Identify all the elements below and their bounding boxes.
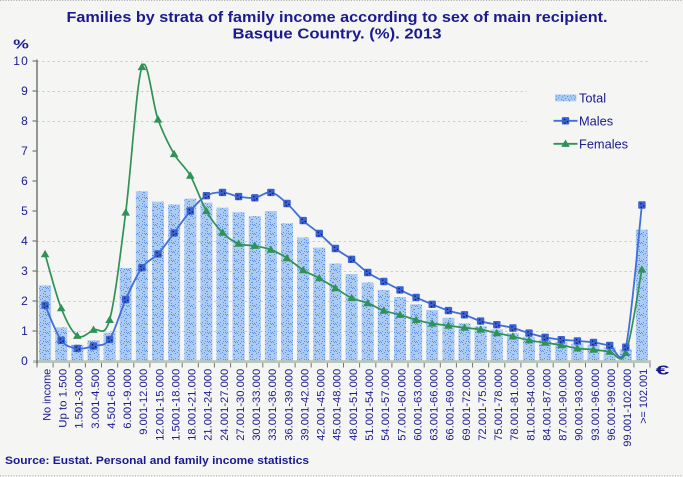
svg-text:>= 102.001: >= 102.001 xyxy=(638,369,650,424)
svg-text:4: 4 xyxy=(21,234,29,248)
svg-text:9: 9 xyxy=(21,84,29,98)
svg-text:4.501-6.000: 4.501-6.000 xyxy=(106,369,118,429)
svg-text:7: 7 xyxy=(21,144,29,158)
svg-text:1: 1 xyxy=(21,324,29,338)
svg-text:27.001-30.000: 27.001-30.000 xyxy=(235,369,247,441)
svg-text:21.001-24.000: 21.001-24.000 xyxy=(203,369,215,441)
svg-text:72.001-75.000: 72.001-75.000 xyxy=(477,369,489,441)
svg-text:6.001-9.000: 6.001-9.000 xyxy=(122,369,134,429)
svg-text:39.001-42.000: 39.001-42.000 xyxy=(300,369,312,441)
svg-text:2: 2 xyxy=(21,294,29,308)
svg-text:66.001-69.000: 66.001-69.000 xyxy=(445,369,457,441)
svg-text:78.001-81.000: 78.001-81.000 xyxy=(509,369,521,441)
svg-text:90.001-93.000: 90.001-93.000 xyxy=(574,369,586,441)
svg-text:18.001-21.000: 18.001-21.000 xyxy=(187,369,199,441)
svg-text:1.501-3.000: 1.501-3.000 xyxy=(74,369,86,429)
svg-text:Total: Total xyxy=(579,91,606,106)
svg-text:10: 10 xyxy=(13,54,29,68)
svg-text:3.001-4.500: 3.001-4.500 xyxy=(90,369,102,429)
svg-text:84.001-87.000: 84.001-87.000 xyxy=(541,369,553,441)
svg-text:Basque Country. (%). 2013: Basque Country. (%). 2013 xyxy=(233,27,442,43)
svg-text:Source: Eustat. Personal and f: Source: Eustat. Personal and family inco… xyxy=(5,455,309,467)
svg-text:45.001-48.000: 45.001-48.000 xyxy=(332,369,344,441)
svg-text:Up to 1.500: Up to 1.500 xyxy=(58,369,70,428)
svg-text:Males: Males xyxy=(579,113,613,128)
svg-text:9.001-12.000: 9.001-12.000 xyxy=(138,369,150,435)
svg-text:Females: Females xyxy=(579,136,628,151)
svg-text:%: % xyxy=(13,38,29,52)
svg-text:51.001-54.000: 51.001-54.000 xyxy=(364,369,376,441)
svg-text:93.001-96.000: 93.001-96.000 xyxy=(590,369,602,441)
svg-text:87.001-90.000: 87.001-90.000 xyxy=(558,369,570,441)
svg-text:81.001-84.000: 81.001-84.000 xyxy=(525,369,537,441)
svg-text:48.001-51.000: 48.001-51.000 xyxy=(348,369,360,441)
svg-text:€: € xyxy=(656,363,670,377)
svg-text:60.001-63.000: 60.001-63.000 xyxy=(412,369,424,441)
svg-text:42.001-45.000: 42.001-45.000 xyxy=(316,369,328,441)
svg-text:54.001-57.000: 54.001-57.000 xyxy=(380,369,392,441)
svg-text:36.001-39.000: 36.001-39.000 xyxy=(283,369,295,441)
svg-text:12.001-15.000: 12.001-15.000 xyxy=(154,369,166,441)
svg-text:Families by strata of family i: Families by strata of family income acco… xyxy=(67,10,608,26)
svg-text:75.001-78.000: 75.001-78.000 xyxy=(493,369,505,441)
svg-text:No income: No income xyxy=(41,369,53,421)
svg-text:3: 3 xyxy=(21,264,29,278)
svg-text:8: 8 xyxy=(21,114,29,128)
svg-text:33.001-36.000: 33.001-36.000 xyxy=(267,369,279,441)
svg-text:99.001-102.000: 99.001-102.000 xyxy=(622,369,634,447)
svg-text:30.001-33.000: 30.001-33.000 xyxy=(251,369,263,441)
svg-text:96.001-99.000: 96.001-99.000 xyxy=(606,369,618,441)
svg-text:1.5001-18.000: 1.5001-18.000 xyxy=(170,369,182,441)
svg-text:69.001-72.000: 69.001-72.000 xyxy=(461,369,473,441)
svg-text:63.001-66.000: 63.001-66.000 xyxy=(429,369,441,441)
svg-text:57.001-60.000: 57.001-60.000 xyxy=(396,369,408,441)
svg-text:24.001-27.000: 24.001-27.000 xyxy=(219,369,231,441)
svg-text:0: 0 xyxy=(21,354,29,368)
svg-text:6: 6 xyxy=(21,174,29,188)
svg-text:5: 5 xyxy=(21,204,29,218)
